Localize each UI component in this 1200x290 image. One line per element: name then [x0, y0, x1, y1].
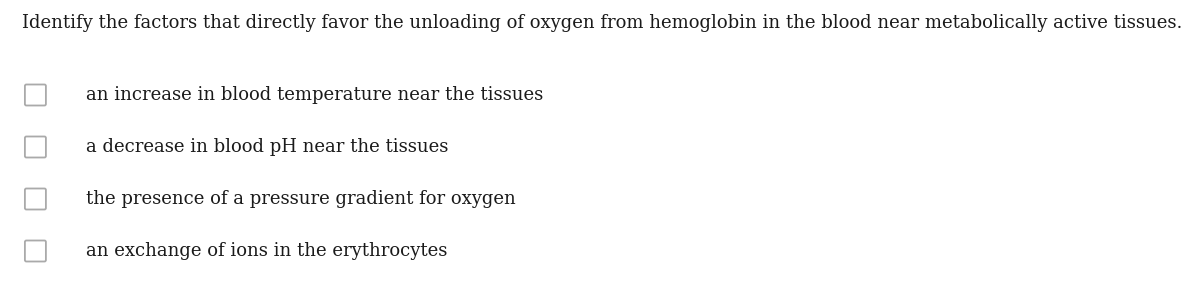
Text: an increase in blood temperature near the tissues: an increase in blood temperature near th…: [86, 86, 544, 104]
FancyBboxPatch shape: [25, 137, 46, 157]
Text: Identify the factors that directly favor the unloading of oxygen from hemoglobin: Identify the factors that directly favor…: [22, 14, 1182, 32]
FancyBboxPatch shape: [25, 188, 46, 209]
Text: a decrease in blood pH near the tissues: a decrease in blood pH near the tissues: [86, 138, 449, 156]
FancyBboxPatch shape: [25, 84, 46, 106]
FancyBboxPatch shape: [25, 240, 46, 262]
Text: the presence of a pressure gradient for oxygen: the presence of a pressure gradient for …: [86, 190, 516, 208]
Text: an exchange of ions in the erythrocytes: an exchange of ions in the erythrocytes: [86, 242, 448, 260]
